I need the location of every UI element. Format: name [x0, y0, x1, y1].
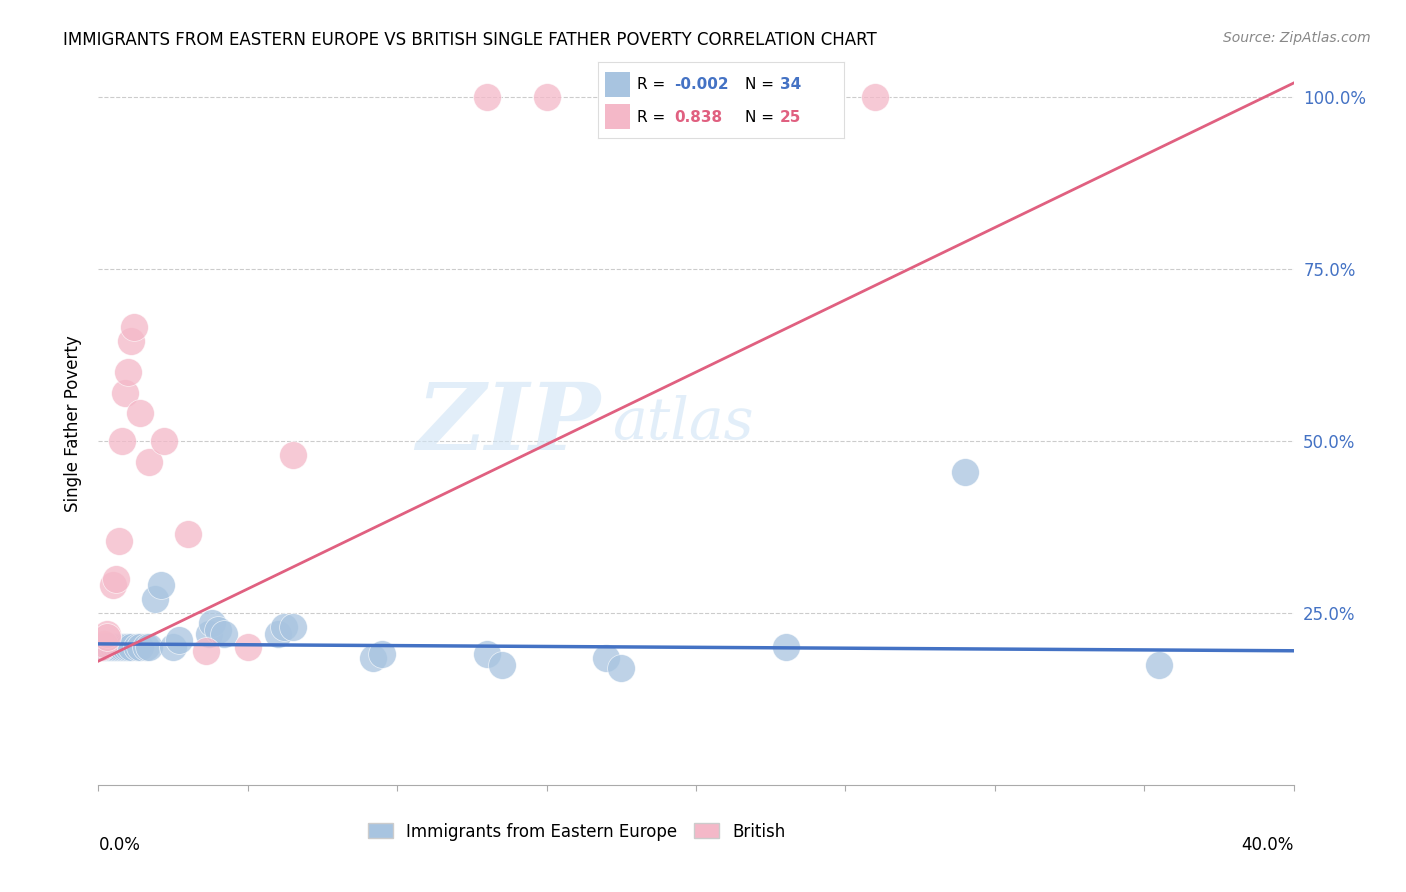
Point	[96, 640, 118, 655]
Point	[371, 647, 394, 661]
Point	[865, 90, 887, 104]
Y-axis label: Single Father Poverty: Single Father Poverty	[65, 335, 83, 512]
Text: 0.838: 0.838	[673, 110, 721, 125]
Point	[117, 365, 139, 379]
Point	[153, 434, 176, 448]
Point	[150, 578, 173, 592]
Point	[120, 640, 142, 655]
Bar	[605, 104, 630, 129]
Point	[267, 626, 290, 640]
Text: atlas: atlas	[613, 395, 754, 452]
Point	[114, 385, 136, 400]
Point	[143, 592, 166, 607]
Point	[714, 90, 737, 104]
Point	[138, 454, 160, 468]
Point	[236, 640, 259, 655]
Point	[536, 90, 558, 104]
Point	[610, 661, 633, 675]
Point	[93, 640, 115, 655]
Point	[96, 630, 118, 644]
Bar	[605, 71, 630, 96]
Point	[198, 626, 221, 640]
Point	[124, 320, 146, 334]
Point	[273, 620, 295, 634]
Point	[281, 620, 304, 634]
Point	[207, 623, 229, 637]
Point	[491, 657, 513, 672]
Point	[595, 650, 617, 665]
Text: N =: N =	[745, 77, 779, 92]
Point	[96, 626, 118, 640]
Point	[135, 640, 157, 655]
Point	[201, 616, 224, 631]
Point	[93, 640, 115, 655]
Point	[105, 572, 128, 586]
Point	[281, 448, 304, 462]
Text: Source: ZipAtlas.com: Source: ZipAtlas.com	[1223, 31, 1371, 45]
Point	[475, 647, 498, 661]
Point	[129, 406, 152, 420]
Point	[120, 334, 142, 348]
Point	[98, 640, 122, 655]
Point	[105, 640, 128, 655]
Text: -0.002: -0.002	[673, 77, 728, 92]
Point	[167, 633, 190, 648]
Text: IMMIGRANTS FROM EASTERN EUROPE VS BRITISH SINGLE FATHER POVERTY CORRELATION CHAR: IMMIGRANTS FROM EASTERN EUROPE VS BRITIS…	[63, 31, 877, 49]
Point	[90, 640, 112, 655]
Point	[117, 640, 139, 655]
Point	[177, 526, 200, 541]
Text: ZIP: ZIP	[416, 379, 600, 468]
Point	[162, 640, 184, 655]
Text: 25: 25	[779, 110, 801, 125]
Text: N =: N =	[745, 110, 779, 125]
Point	[114, 640, 136, 655]
Point	[103, 578, 125, 592]
Point	[111, 434, 134, 448]
Point	[804, 90, 827, 104]
Text: R =: R =	[637, 110, 675, 125]
Point	[685, 90, 707, 104]
Text: 0.0%: 0.0%	[98, 836, 141, 854]
Point	[138, 640, 160, 655]
Text: 40.0%: 40.0%	[1241, 836, 1294, 854]
Point	[108, 533, 131, 548]
Point	[195, 644, 218, 658]
Point	[108, 640, 131, 655]
Text: R =: R =	[637, 77, 671, 92]
Legend: Immigrants from Eastern Europe, British: Immigrants from Eastern Europe, British	[360, 814, 793, 849]
Text: 34: 34	[779, 77, 801, 92]
Point	[953, 465, 976, 479]
Point	[129, 640, 152, 655]
Point	[93, 637, 115, 651]
Point	[363, 650, 385, 665]
Point	[111, 640, 134, 655]
Point	[775, 640, 797, 655]
Point	[1147, 657, 1170, 672]
Point	[212, 626, 235, 640]
Point	[475, 90, 498, 104]
Point	[90, 640, 112, 655]
Point	[127, 640, 149, 655]
Point	[103, 640, 125, 655]
